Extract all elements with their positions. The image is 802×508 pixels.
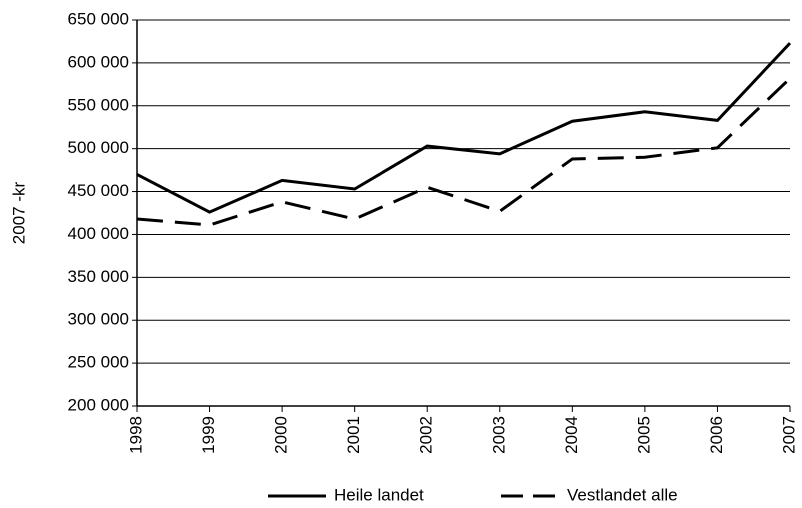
y-tick-label: 300 000 — [68, 310, 129, 329]
x-tick-label: 2001 — [344, 416, 363, 454]
x-tick-label: 2005 — [634, 416, 653, 454]
x-tick-label: 1999 — [199, 416, 218, 454]
y-tick-label: 400 000 — [68, 224, 129, 243]
y-tick-label: 250 000 — [68, 353, 129, 372]
line-series — [136, 42, 792, 214]
x-tick-label: 2002 — [417, 416, 436, 454]
y-tick-label: 550 000 — [68, 95, 129, 114]
y-tick-label: 200 000 — [68, 395, 129, 414]
x-tick-label: 1998 — [126, 416, 145, 454]
y-tick-label: 450 000 — [68, 181, 129, 200]
x-tick-label: 2003 — [489, 416, 508, 454]
line-series — [136, 77, 792, 227]
x-tick-label: 2006 — [707, 416, 726, 454]
y-tick-label: 350 000 — [68, 267, 129, 286]
x-tick-label: 2000 — [272, 416, 291, 454]
y-axis-label: 2007 -kr — [9, 181, 28, 244]
y-tick-label: 650 000 — [68, 9, 129, 28]
x-tick-label: 2004 — [562, 416, 581, 454]
legend-label: Vestlandet alle — [567, 485, 678, 504]
x-tick-label: 2007 — [779, 416, 798, 454]
legend-label: Heile landet — [334, 485, 424, 504]
y-tick-label: 600 000 — [68, 52, 129, 71]
y-tick-label: 500 000 — [68, 138, 129, 157]
